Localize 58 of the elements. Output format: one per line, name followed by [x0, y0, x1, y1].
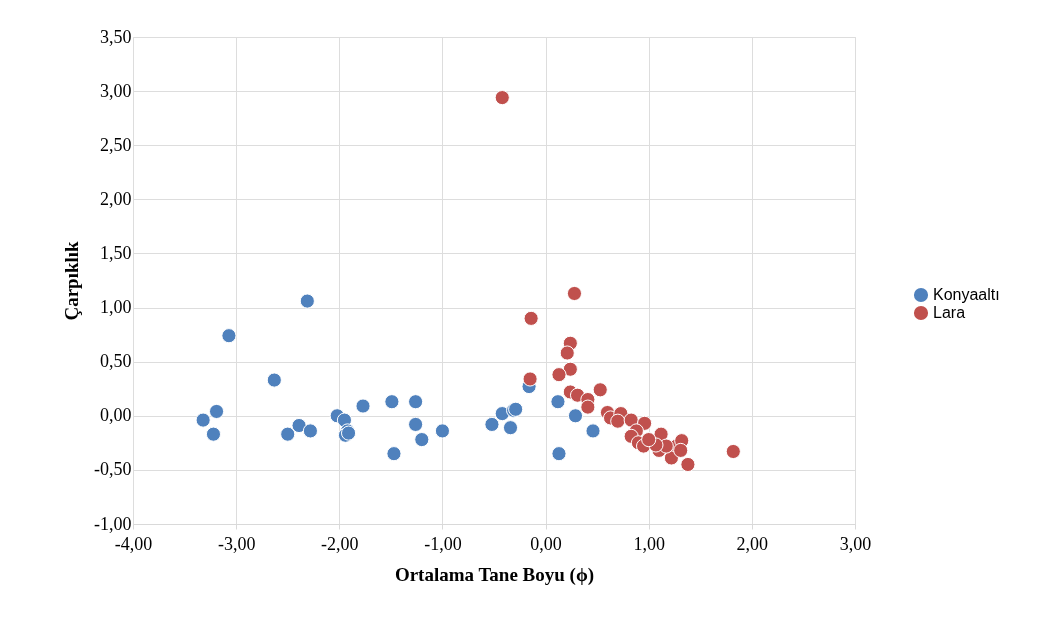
point: [592, 382, 608, 398]
legend-label: Lara: [933, 304, 966, 321]
point: [484, 416, 500, 432]
y-tick-label: -1,00: [94, 513, 132, 534]
x-tick-label: 0,00: [530, 533, 562, 554]
point: [562, 361, 578, 377]
point: [523, 310, 539, 326]
point: [195, 412, 211, 428]
point: [610, 413, 626, 429]
x-tick-label: -1,00: [424, 533, 462, 554]
x-axis-title: Ortalama Tane Boyu (ϕ): [394, 563, 595, 586]
x-tick-label: 1,00: [633, 533, 665, 554]
x-tick-label: 3,00: [839, 533, 872, 554]
point: [280, 426, 296, 442]
point: [221, 328, 237, 344]
point: [291, 417, 307, 434]
point: [386, 446, 402, 462]
y-tick-label: 3,50: [100, 26, 132, 47]
y-tick-label: 2,50: [100, 134, 132, 155]
y-tick-label: 0,50: [100, 351, 132, 372]
point: [205, 426, 222, 442]
point: [434, 423, 450, 439]
point: [355, 398, 371, 414]
x-tick-label: 2,00: [736, 533, 769, 554]
point: [302, 423, 318, 439]
x-tick-label: -3,00: [217, 533, 256, 554]
point: [559, 345, 575, 361]
point: [551, 446, 567, 462]
point: [566, 285, 583, 302]
y-tick-label: -0,50: [94, 459, 132, 480]
point: [414, 432, 430, 448]
y-tick-label: 1,00: [100, 297, 132, 318]
y-tick-label: 2,00: [100, 188, 132, 209]
x-tick-label: -4,00: [114, 533, 153, 554]
y-axis-title: Çarpıklık: [61, 240, 83, 321]
point: [725, 443, 741, 460]
point: [494, 90, 510, 106]
point: [580, 399, 596, 415]
y-tick-label: 0,00: [100, 405, 132, 426]
point: [384, 394, 400, 410]
point: [502, 420, 519, 436]
y-tick-label: 1,50: [100, 242, 132, 263]
point: [208, 403, 225, 420]
point: [408, 394, 424, 410]
point: [641, 432, 657, 448]
point: [550, 394, 566, 410]
point: [585, 423, 601, 439]
point: [551, 367, 567, 383]
point: [567, 408, 584, 424]
legend-label: Konyaaltı: [933, 286, 1000, 303]
point: [299, 293, 315, 309]
point: [522, 371, 538, 387]
point: [266, 372, 282, 388]
point: [673, 442, 689, 458]
y-tick-label: 3,00: [100, 80, 132, 101]
point: [408, 416, 424, 432]
point: [680, 456, 696, 473]
x-tick-label: -2,00: [321, 533, 359, 554]
